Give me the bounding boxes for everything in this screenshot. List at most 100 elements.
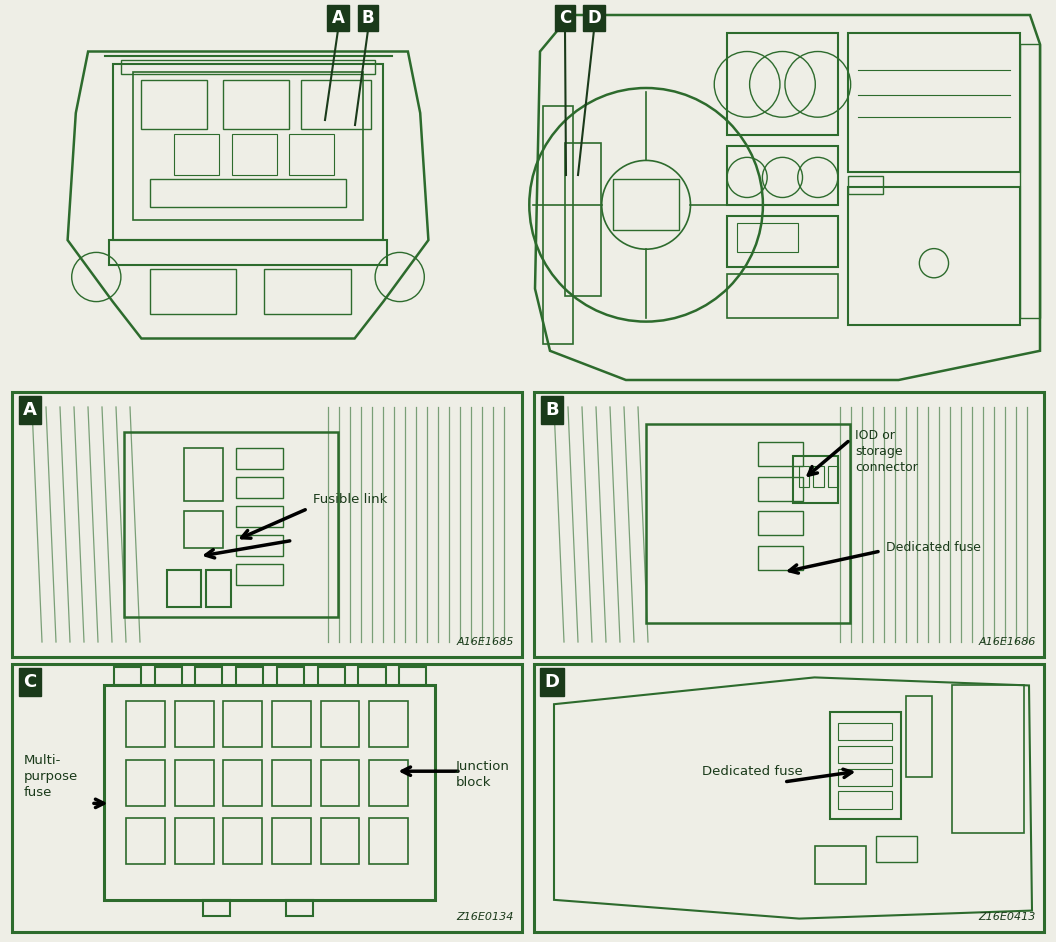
Bar	[235, 447, 283, 469]
Bar	[814, 846, 866, 884]
Bar	[154, 667, 182, 686]
Bar	[534, 664, 1044, 932]
Bar	[184, 447, 223, 500]
Bar	[813, 466, 824, 487]
Bar	[203, 900, 230, 916]
Bar	[727, 216, 838, 267]
Bar	[534, 392, 1044, 657]
Bar	[848, 33, 1020, 172]
Text: Z16E0134: Z16E0134	[456, 912, 514, 922]
Bar	[301, 80, 371, 129]
Bar	[133, 72, 363, 219]
Text: C: C	[23, 673, 37, 691]
Bar	[235, 477, 283, 498]
Text: A16E1686: A16E1686	[979, 637, 1036, 647]
Bar	[174, 760, 213, 805]
Text: A16E1685: A16E1685	[456, 637, 514, 647]
Bar	[264, 268, 351, 314]
Bar	[224, 760, 262, 805]
Bar	[358, 667, 385, 686]
Bar	[150, 179, 346, 207]
Bar	[120, 59, 375, 74]
Bar	[799, 466, 809, 487]
Text: Multi-
purpose
fuse: Multi- purpose fuse	[24, 754, 78, 799]
Bar	[235, 564, 283, 585]
Bar	[848, 187, 1020, 325]
Bar	[793, 456, 838, 503]
Text: A: A	[332, 9, 344, 27]
Bar	[142, 80, 207, 129]
Text: Z16E0413: Z16E0413	[979, 912, 1036, 922]
Bar	[224, 701, 262, 747]
Text: B: B	[545, 401, 559, 419]
Text: B: B	[362, 9, 374, 27]
Bar	[758, 512, 804, 535]
Bar	[370, 819, 408, 864]
Bar	[12, 392, 522, 657]
Bar	[838, 769, 892, 786]
Bar	[318, 667, 345, 686]
Bar	[174, 134, 220, 174]
Bar	[848, 175, 884, 194]
Bar	[758, 477, 804, 500]
Bar	[272, 760, 310, 805]
Bar	[195, 667, 223, 686]
Bar	[737, 223, 797, 252]
Bar	[1020, 44, 1040, 318]
Text: A: A	[23, 401, 37, 419]
Bar	[838, 746, 892, 763]
Bar	[109, 240, 388, 265]
Bar	[321, 819, 359, 864]
Text: Dedicated fuse: Dedicated fuse	[886, 541, 981, 554]
Bar	[103, 686, 435, 900]
Bar	[126, 819, 165, 864]
Bar	[289, 134, 334, 174]
Bar	[370, 760, 408, 805]
Bar	[224, 80, 289, 129]
Bar	[113, 64, 383, 240]
Bar	[399, 667, 427, 686]
Text: IOD or
storage
connector: IOD or storage connector	[855, 430, 918, 474]
Bar	[614, 179, 679, 231]
Bar	[953, 686, 1023, 833]
Bar	[167, 570, 202, 607]
Bar	[370, 701, 408, 747]
Bar	[286, 900, 313, 916]
Bar	[758, 443, 804, 466]
Bar	[875, 836, 917, 862]
Bar	[224, 819, 262, 864]
Bar	[114, 667, 140, 686]
Bar	[830, 712, 901, 820]
Text: D: D	[587, 9, 601, 27]
Bar	[235, 535, 283, 557]
Bar	[906, 696, 931, 776]
Bar	[174, 819, 213, 864]
Bar	[235, 506, 283, 528]
Bar	[237, 667, 263, 686]
Text: Dedicated fuse: Dedicated fuse	[702, 765, 803, 778]
Bar	[184, 512, 223, 548]
Bar	[838, 791, 892, 809]
Bar	[174, 701, 213, 747]
Bar	[543, 106, 573, 344]
Bar	[126, 701, 165, 747]
Bar	[727, 146, 838, 204]
Bar	[758, 545, 804, 570]
Bar	[150, 268, 235, 314]
Bar	[272, 701, 310, 747]
Bar	[646, 424, 850, 623]
Bar	[231, 134, 277, 174]
Bar	[277, 667, 304, 686]
Text: D: D	[545, 673, 560, 691]
Bar	[321, 760, 359, 805]
Bar	[321, 701, 359, 747]
Bar	[12, 664, 522, 932]
Text: Junction
block: Junction block	[456, 760, 510, 789]
Bar	[126, 760, 165, 805]
Text: C: C	[559, 9, 571, 27]
Bar	[727, 274, 838, 318]
Bar	[565, 143, 601, 296]
Bar	[272, 819, 310, 864]
Text: Fusible link: Fusible link	[313, 493, 388, 506]
Bar	[828, 466, 838, 487]
